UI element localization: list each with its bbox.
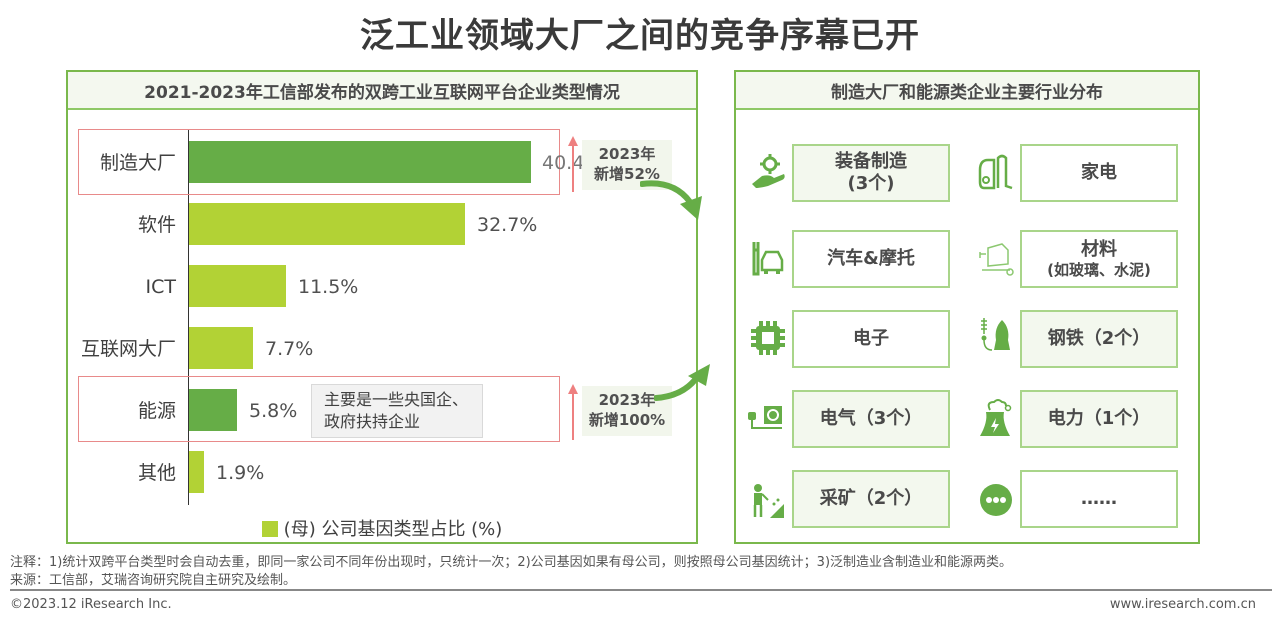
bar-row-energy: 能源 5.8% [68, 389, 696, 433]
tile-label: 采矿（2个） [819, 488, 923, 509]
bar-row-internet: 互联网大厂 7.7% [68, 327, 696, 371]
right-panel-title: 制造大厂和能源类企业主要行业分布 [736, 72, 1198, 110]
bar [189, 265, 286, 307]
page-title: 泛工业领域大厂之间的竞争序幕已开 [360, 16, 920, 56]
bar-row-software: 软件 32.7% [68, 203, 696, 247]
tile-electronics: 电子 [792, 310, 950, 368]
highlight-energy [78, 376, 560, 442]
tile-label: 汽车&摩托 [827, 248, 915, 269]
power-plant-icon [980, 399, 1012, 436]
chart-legend: (母) 公司基因类型占比 (%) [68, 515, 696, 541]
bar-row-ict: ICT 11.5% [68, 265, 696, 309]
growth-value: 新增100% [588, 411, 666, 429]
tile-sub: (如玻璃、水泥) [1047, 260, 1151, 279]
bar-value: 1.9% [216, 462, 265, 484]
growth-year: 2023年 [598, 391, 656, 409]
footnote-source: 来源：工信部，艾瑞咨询研究院自主研究及绘制。 [10, 573, 297, 588]
bar-label: 软件 [137, 214, 176, 236]
bar-label: 制造大厂 [99, 152, 176, 174]
bar-value: 5.8% [249, 400, 298, 422]
bar-value: 11.5% [298, 276, 359, 298]
cement-mixer-icon [979, 243, 1014, 276]
curved-arrow-down-icon [640, 180, 702, 220]
tile-materials: 材料 (如玻璃、水泥) [1020, 230, 1178, 288]
tile-auto-moto: 汽车&摩托 [792, 230, 950, 288]
tile-electrical: 电气（3个） [792, 390, 950, 448]
note-line-1: 主要是一些央国企、 [324, 390, 469, 409]
footer-copyright: ©2023.12 iResearch Inc. [10, 597, 172, 612]
bar [189, 141, 531, 183]
footnote-note: 注释：1)统计双跨平台类型时会自动去重，即同一家公司不同年份出现时，只统计一次；… [10, 555, 1013, 570]
bar [189, 203, 465, 245]
tile-label: 家电 [1081, 162, 1117, 183]
chip-icon [751, 321, 785, 355]
up-arrow-icon [568, 384, 578, 440]
bar [189, 451, 204, 493]
highlight-manufacturing [78, 129, 560, 195]
bar-label: 互联网大厂 [80, 338, 176, 360]
vacuum-cleaner-icon [978, 154, 1013, 190]
tile-home-appliances: 家电 [1020, 144, 1178, 202]
right-industry-panel: 制造大厂和能源类企业主要行业分布 装备制造 (3个) 家电 汽车&摩托 材料 (… [734, 70, 1200, 544]
y-axis-line [188, 129, 189, 505]
footer-divider [10, 589, 1272, 591]
power-plug-icon [748, 406, 782, 429]
steel-icon [981, 318, 1010, 351]
energy-note-box: 主要是一些央国企、 政府扶持企业 [311, 384, 483, 438]
tile-steel: 钢铁（2个） [1020, 310, 1178, 368]
legend-label: (母) 公司基因类型占比 (%) [283, 519, 503, 540]
bar-label: 能源 [137, 400, 176, 422]
curved-arrow-up-icon [654, 364, 710, 401]
tile-label: 材料 [1081, 238, 1117, 260]
tile-mining: 采矿（2个） [792, 470, 950, 528]
growth-year: 2023年 [598, 145, 656, 163]
tile-label: 钢铁（2个） [1047, 328, 1151, 349]
bar [189, 389, 237, 431]
left-chart-panel: 2021-2023年工信部发布的双跨工业互联网平台企业类型情况 制造大厂 40.… [66, 70, 698, 544]
tile-label: 电气（3个） [819, 408, 923, 429]
bar-label: ICT [145, 276, 176, 298]
tile-more: …… [1020, 470, 1178, 528]
tile-label: 电子 [853, 328, 889, 349]
growth-badge-energy: 2023年 新增100% [582, 386, 672, 436]
tile-label: 装备制造 [835, 151, 907, 172]
tile-label: …… [1081, 488, 1117, 509]
up-arrow-icon [568, 136, 578, 192]
tile-label: 电力（1个） [1047, 408, 1151, 429]
tile-power: 电力（1个） [1020, 390, 1178, 448]
legend-swatch [261, 521, 278, 537]
tile-equipment-manufacturing: 装备制造 (3个) [792, 144, 950, 202]
bar-row-other: 其他 1.9% [68, 451, 696, 495]
more-icon [980, 484, 1012, 516]
miner-icon [753, 484, 784, 518]
bar-value: 32.7% [477, 214, 538, 236]
bar-value: 7.7% [265, 338, 314, 360]
gear-hand-icon [752, 154, 785, 188]
growth-badge-manufacturing: 2023年 新增52% [582, 140, 672, 190]
tile-sub: (3个) [847, 173, 895, 194]
bar [189, 327, 253, 369]
bar-label: 其他 [137, 462, 176, 484]
left-panel-title: 2021-2023年工信部发布的双跨工业互联网平台企业类型情况 [68, 72, 696, 110]
car-wrench-icon [752, 242, 784, 276]
note-line-2: 政府扶持企业 [324, 412, 421, 431]
growth-value: 新增52% [594, 165, 660, 183]
footer-website-link[interactable]: www.iresearch.com.cn [1109, 597, 1256, 612]
